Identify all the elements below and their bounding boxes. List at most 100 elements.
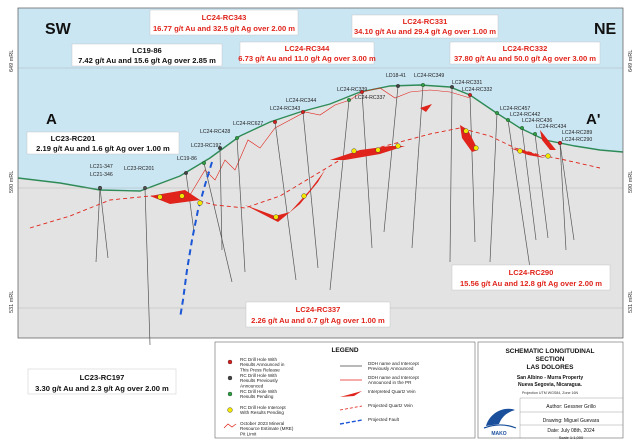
callout-hole: LC19-86 — [132, 46, 162, 55]
intercept-marker — [375, 147, 381, 153]
callout-lc24-rc331: LC24-RC331 34.10 g/t Au and 29.4 g/t Ag … — [351, 14, 499, 39]
projected-fault-icon — [339, 419, 363, 425]
callout-grade: 6.73 g/t Au and 11.0 g/t Ag over 3.00 m — [238, 54, 376, 63]
drill-hole-trace — [99, 187, 109, 259]
drill-hole-collar — [495, 111, 499, 115]
drill-hole-collar — [450, 85, 454, 89]
vein-segment — [150, 190, 200, 204]
drill-hole-trace — [469, 94, 476, 243]
callout-lc19-86: LC19-86 7.42 g/t Au and 15.6 g/t Ag over… — [71, 43, 223, 67]
legend-column-1: RC Drill Hole With Results Announced inTh… — [223, 357, 294, 436]
callout-lc23-rc197: LC23-RC197 3.30 g/t Au and 2.3 g/t Ag ov… — [27, 368, 177, 395]
intercept-marker — [301, 193, 307, 199]
dark-dot-icon — [227, 375, 233, 381]
legend-item-label: Previously Announced — [368, 366, 414, 371]
callout-grade: 16.77 g/t Au and 32.5 g/t Ag over 2.00 m — [153, 24, 295, 33]
drill-hole-collar — [218, 146, 222, 150]
legend-item-label: Results Previously — [240, 378, 278, 383]
drill-holes: LC21-347 LC21-346 LC23-RC201 LC19-86 LC23-RC… — [90, 73, 592, 346]
callout-lc24-rc332: LC24-RC332 37.80 g/t Au and 50.0 g/t Ag … — [449, 41, 601, 65]
drill-hole-label: LC24-RC290 — [562, 137, 592, 143]
drill-hole-collar — [301, 110, 305, 114]
title-block: SCHEMATIC LONGITUDINAL SECTION LAS DOLOR… — [477, 341, 624, 440]
callout-lc24-rc290: LC24-RC290 15.56 g/t Au and 12.8 g/t Ag … — [451, 264, 611, 291]
legend-item-label: Results Announced in — [240, 362, 285, 367]
drill-hole-label: LC24-RC344 — [286, 98, 316, 104]
title-drawing: Drawing: Miguel Guevara — [543, 418, 600, 424]
mre-pit-limit — [189, 87, 471, 196]
vein-segment — [540, 130, 556, 150]
drill-hole-label: LC24-RC349 — [414, 73, 444, 79]
drill-hole-trace — [219, 147, 223, 251]
title-author: Author: Gessner Grillo — [546, 404, 596, 410]
title-line-2: SECTION — [536, 356, 565, 363]
logo-text: MAKO — [491, 431, 506, 437]
legend-column-2: DDH name and Intercept Previously Announc… — [339, 361, 420, 425]
elevation-531-right: 531 mRL — [628, 291, 634, 313]
legend-item-label: Resource Estimate (MRE) — [240, 426, 294, 431]
intercept-marker — [197, 200, 203, 206]
callout-lc24-rc344: LC24-RC344 6.73 g/t Au and 11.0 g/t Ag o… — [238, 41, 376, 65]
projected-quartz-vein — [29, 127, 601, 229]
drill-hole-trace — [144, 187, 151, 346]
drill-hole-label: LC19-86 — [177, 156, 197, 162]
drill-hole-collar — [468, 93, 472, 97]
drill-hole-label: LC24-RC343 — [270, 106, 300, 112]
callout-hole: LC24-RC337 — [296, 305, 341, 314]
projected-vein-icon — [339, 405, 363, 411]
mako-logo: MAKO — [483, 408, 517, 437]
legend-item-label: Interpreted Quartz Vein — [368, 389, 416, 394]
legend-item-label: RC Drill Hole With — [240, 373, 277, 378]
drill-hole-label: LC24-RC289 — [562, 130, 592, 136]
drill-hole-collar — [273, 120, 277, 124]
callout-grade: 15.56 g/t Au and 12.8 g/t Ag over 2.00 m — [460, 279, 602, 288]
legend-item-label: DDH name and Intercept — [368, 375, 420, 380]
title-line-3: LAS DOLORES — [527, 364, 575, 371]
drill-hole-trace — [411, 84, 424, 249]
drill-hole-trace — [95, 187, 101, 263]
red-dot-icon — [227, 359, 233, 365]
title-date: Date: July 08th, 2024 — [547, 428, 594, 434]
drill-hole-label: LC21-347 — [90, 164, 113, 170]
drill-hole-label: LC24-RC337 — [355, 95, 385, 101]
callout-hole: LC24-RC344 — [285, 44, 331, 53]
projected-fault — [179, 161, 213, 319]
legend-item-label: This Press Release — [240, 367, 280, 372]
legend-item-label: Projected Fault — [368, 417, 400, 422]
vein-segment — [330, 146, 405, 160]
drill-hole-label: LC23-RC201 — [124, 166, 154, 172]
drill-hole-label: LC21-346 — [90, 172, 113, 178]
drill-hole-trace — [203, 162, 233, 283]
drill-hole-trace — [361, 91, 373, 249]
drill-hole-trace — [185, 172, 195, 233]
intercept-marker — [545, 153, 551, 159]
callout-lc23-rc201: LC23-RC201 2.19 g/t Au and 1.6 g/t Ag ov… — [26, 131, 180, 155]
drill-hole-label: LC24-RC428 — [200, 129, 230, 135]
drill-hole-label: LC23-RC197 — [191, 143, 221, 149]
legend-box — [214, 341, 476, 439]
title-box — [477, 341, 624, 439]
drill-hole-label: LC24-RC436 — [522, 118, 552, 124]
callout-hole: LC24-RC290 — [509, 268, 554, 277]
drill-hole-trace — [521, 127, 537, 241]
direction-ne: NE — [594, 21, 617, 38]
drill-hole-collar — [421, 83, 425, 87]
elevation-590-right: 590 mRL — [628, 171, 634, 193]
drill-hole-trace — [329, 99, 350, 291]
callout-grade: 2.19 g/t Au and 1.6 g/t Ag over 1.00 m — [36, 144, 170, 153]
vein-segment — [420, 104, 432, 112]
intercept-marker — [351, 148, 357, 154]
legend-item-label: RC Drill Hole Intercept — [240, 405, 286, 410]
callout-hole: LC23-RC201 — [51, 134, 97, 143]
drill-hole-trace — [274, 121, 297, 281]
drill-hole-label: LD18-41 — [386, 73, 406, 79]
direction-sw: SW — [45, 21, 72, 38]
drill-hole-collar — [235, 136, 239, 140]
intercept-markers — [157, 128, 551, 220]
elevation-649-left: 649 mRL — [9, 50, 15, 72]
legend-item-label: RC Drill Hole With — [240, 389, 277, 394]
drill-hole-trace — [534, 133, 549, 239]
elevation-649-right: 649 mRL — [628, 50, 634, 72]
